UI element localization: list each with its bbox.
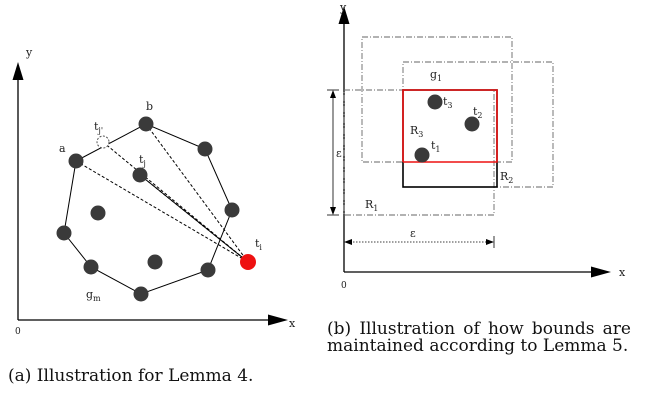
panel-b-origin: 0 xyxy=(341,281,347,291)
t3-point xyxy=(427,94,443,110)
caption-b: (b) Illustration of how bounds are maint… xyxy=(327,319,631,356)
label-R3: R3 xyxy=(410,124,423,139)
t2-point xyxy=(464,116,480,132)
rect-R3-red xyxy=(402,89,498,163)
eps-h-arrow-right xyxy=(486,239,494,245)
vertex-point xyxy=(224,202,240,218)
panel-b-x-label: x xyxy=(619,266,626,279)
eps-v-arrow-bottom xyxy=(330,207,336,215)
vertex-point xyxy=(197,141,213,157)
label-a: a xyxy=(59,142,66,155)
interior-point xyxy=(90,205,106,221)
panel-a-x-label: x xyxy=(289,317,296,330)
eps-h-arrow-left xyxy=(344,239,352,245)
dash-line-b-ti xyxy=(145,123,249,263)
vertex-point xyxy=(83,259,99,275)
label-eps-vertical: ε xyxy=(336,147,342,160)
vertex-point xyxy=(56,225,72,241)
eps-v-arrow-top xyxy=(330,90,336,98)
label-ti: ti xyxy=(255,237,262,252)
label-R1: R1 xyxy=(365,198,378,213)
dashed-rectangles xyxy=(343,36,554,216)
label-R2: R2 xyxy=(500,170,513,185)
panel-b-y-label: y xyxy=(339,1,347,14)
panel-b-points xyxy=(414,94,480,163)
interior-point xyxy=(147,254,163,270)
panel-a-x-arrow xyxy=(268,314,288,326)
panel-a-origin: 0 xyxy=(15,327,21,337)
label-t2: t2 xyxy=(473,105,483,120)
tj-prime-point xyxy=(96,135,110,149)
solid-line-tj-ti xyxy=(139,174,249,263)
label-t1: t1 xyxy=(431,139,441,154)
label-eps-horizontal: ε xyxy=(410,227,416,240)
panel-a-points xyxy=(56,116,240,302)
epsilon-horizontal xyxy=(344,236,495,248)
panel-b-diagram: y x 0 xyxy=(327,1,626,291)
caption-a: (a) Illustration for Lemma 4. xyxy=(8,366,254,386)
vertex-a-point xyxy=(68,153,84,169)
label-tj: tj xyxy=(139,153,146,168)
ti-point xyxy=(240,254,256,270)
panel-a-diagram: y x 0 a b t xyxy=(12,46,296,337)
panel-a-y-label: y xyxy=(25,46,33,59)
label-tj-prime: tj' xyxy=(94,120,103,135)
label-b: b xyxy=(146,100,153,113)
label-g1: g1 xyxy=(430,68,442,83)
epsilon-vertical xyxy=(327,89,339,216)
label-t3: t3 xyxy=(443,95,453,110)
vertex-point xyxy=(200,262,216,278)
panel-b-x-arrow xyxy=(591,266,611,278)
panel-a-y-arrow xyxy=(12,62,24,80)
tj-point xyxy=(132,167,148,183)
t1-point xyxy=(414,147,430,163)
vertex-b-point xyxy=(138,116,154,132)
dash-line-a-ti xyxy=(75,160,249,263)
label-gm: gm xyxy=(86,288,101,303)
vertex-point xyxy=(133,286,149,302)
panel-b-y-arrow xyxy=(338,6,350,24)
